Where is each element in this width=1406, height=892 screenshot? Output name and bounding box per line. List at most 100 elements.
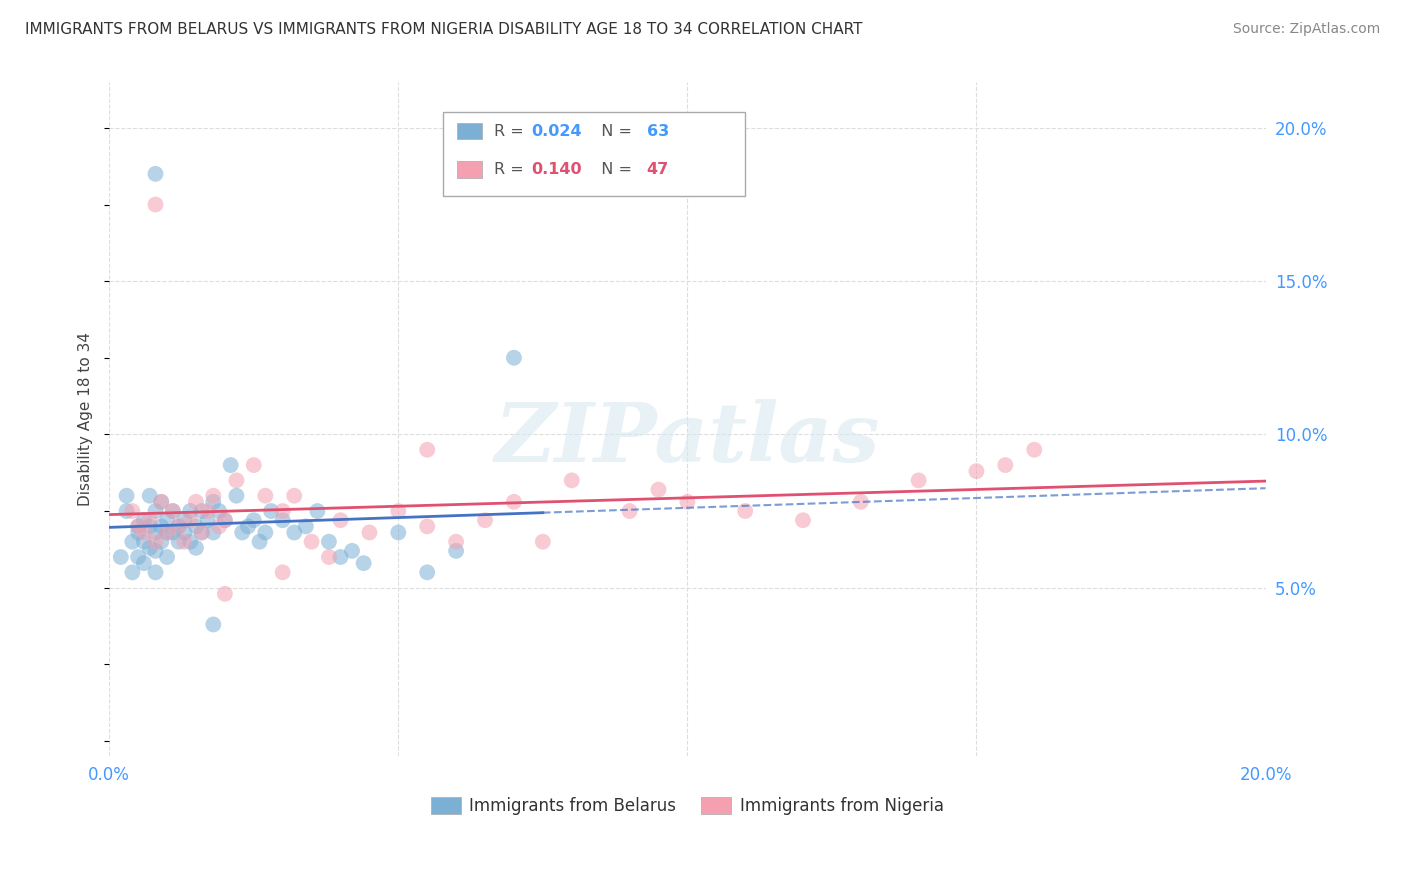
Point [184,519,207,533]
Point [202,525,225,540]
Point [145,525,167,540]
Point [225,474,247,488]
Point [173,534,195,549]
Point [231,525,253,540]
Point [179,504,201,518]
Text: 47: 47 [647,162,669,177]
Point [145,167,167,181]
Point [208,504,231,518]
Text: ZIPatlas: ZIPatlas [495,400,880,479]
Point [444,534,467,549]
Point [353,556,375,570]
Point [202,495,225,509]
Point [127,549,149,564]
Point [318,549,340,564]
Text: 0.024: 0.024 [531,124,582,138]
Point [202,489,225,503]
Text: N =: N = [591,124,637,138]
Point [242,513,264,527]
Text: IMMIGRANTS FROM BELARUS VS IMMIGRANTS FROM NIGERIA DISABILITY AGE 18 TO 34 CORRE: IMMIGRANTS FROM BELARUS VS IMMIGRANTS FR… [25,22,863,37]
Text: 63: 63 [647,124,669,138]
Point [416,442,439,457]
Point [254,525,277,540]
Point [1024,442,1046,457]
Point [190,525,212,540]
Point [138,513,160,527]
Point [283,489,305,503]
Point [110,549,132,564]
Point [127,519,149,533]
Point [156,513,179,527]
Point [249,534,271,549]
Point [150,519,173,533]
Text: 0.140: 0.140 [531,162,582,177]
Point [236,519,259,533]
Point [150,495,173,509]
Point [676,495,699,509]
Point [162,504,184,518]
Point [115,489,138,503]
Point [138,489,160,503]
Point [214,513,236,527]
Point [162,525,184,540]
Point [214,587,236,601]
Point [156,549,179,564]
Point [145,534,167,549]
Point [150,495,173,509]
Point [474,513,496,527]
Point [167,519,190,533]
Point [561,474,583,488]
Point [254,489,277,503]
Text: N =: N = [591,162,637,177]
Point [792,513,814,527]
Point [387,504,409,518]
Point [138,519,160,533]
Point [138,541,160,555]
Point [197,513,219,527]
Point [197,504,219,518]
Point [121,534,143,549]
Y-axis label: Disability Age 18 to 34: Disability Age 18 to 34 [79,332,93,506]
Point [179,513,201,527]
Point [214,513,236,527]
Point [121,504,143,518]
Point [145,197,167,211]
Point [329,513,352,527]
Point [167,534,190,549]
Point [359,525,381,540]
Point [184,541,207,555]
Point [190,525,212,540]
Point [340,544,363,558]
Point [503,495,526,509]
Point [127,519,149,533]
Point [156,525,179,540]
Point [907,474,929,488]
Point [329,549,352,564]
Point [150,534,173,549]
Text: R =: R = [494,124,529,138]
Point [173,513,195,527]
Legend: Immigrants from Belarus, Immigrants from Nigeria: Immigrants from Belarus, Immigrants from… [425,790,950,822]
Point [132,525,155,540]
Point [219,458,242,472]
Point [647,483,669,497]
Point [283,525,305,540]
Point [849,495,872,509]
Point [173,525,195,540]
Point [179,534,201,549]
Point [132,556,155,570]
Point [271,513,294,527]
Text: Source: ZipAtlas.com: Source: ZipAtlas.com [1233,22,1381,37]
Point [416,519,439,533]
Point [162,504,184,518]
Point [416,566,439,580]
Point [965,464,987,478]
Point [619,504,641,518]
Point [531,534,554,549]
Point [145,504,167,518]
Point [318,534,340,549]
Point [225,489,247,503]
Point [115,504,138,518]
Point [132,534,155,549]
Point [444,544,467,558]
